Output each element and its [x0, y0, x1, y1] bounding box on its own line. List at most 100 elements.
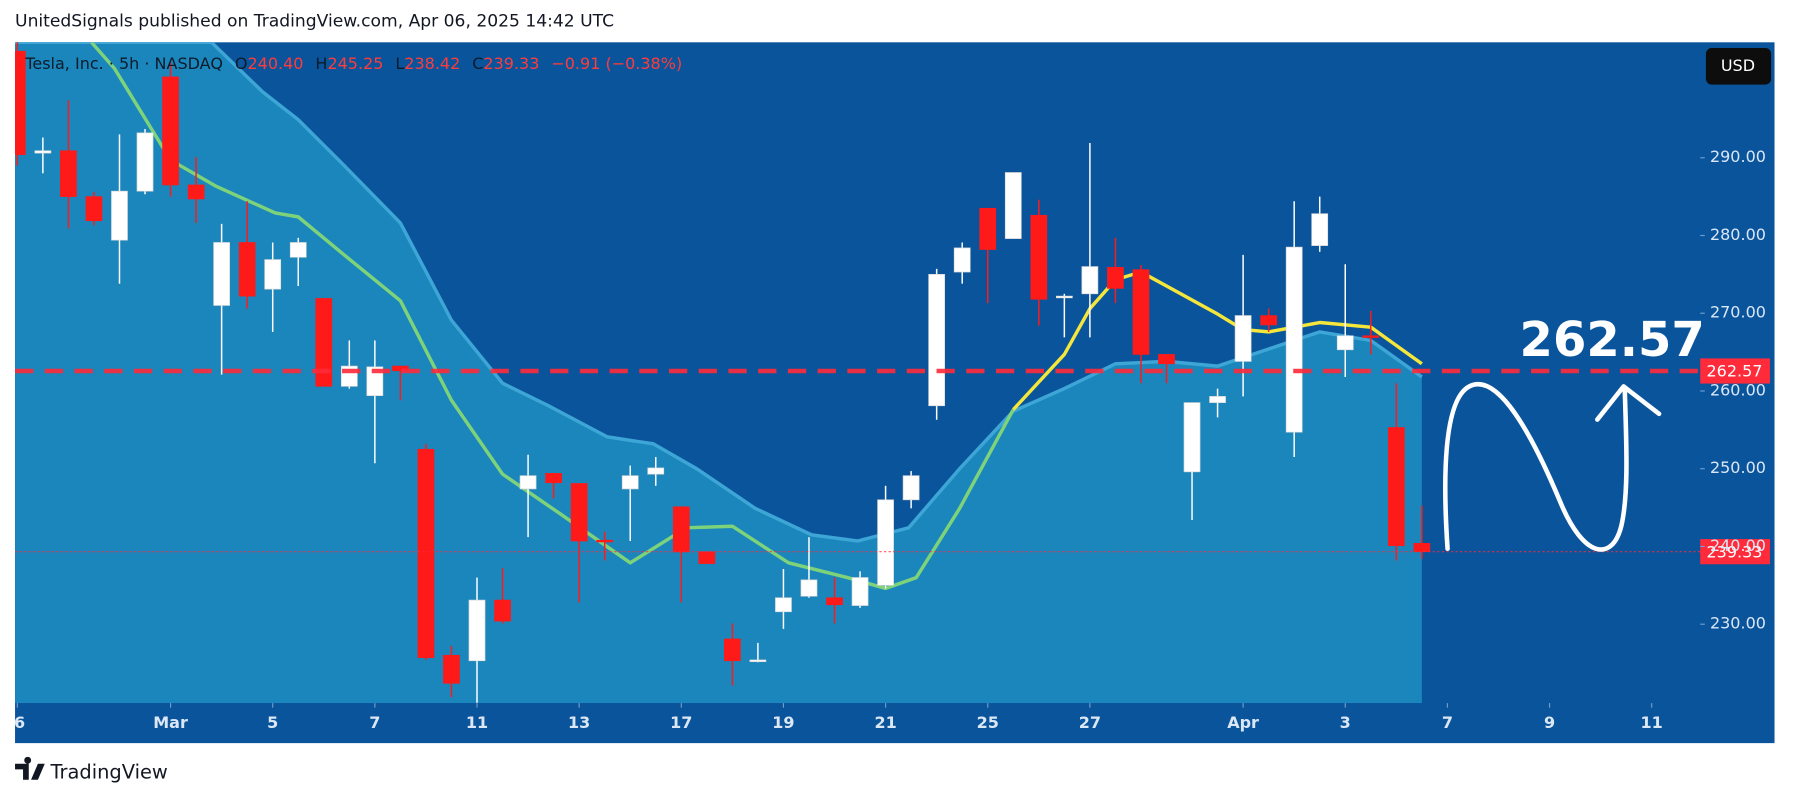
- candle-body: [1183, 402, 1201, 473]
- candle-body: [698, 551, 716, 564]
- candle-body: [570, 483, 588, 542]
- currency-box[interactable]: [1705, 48, 1772, 85]
- candle-body: [826, 597, 843, 606]
- o-label: O: [235, 54, 248, 73]
- candle-body: [1362, 335, 1380, 338]
- candle-body: [800, 579, 818, 597]
- price-label: 262.57: [1707, 362, 1763, 381]
- candle-body: [672, 506, 690, 553]
- candle-body: [443, 654, 460, 684]
- y-tick-label: 290.00: [1710, 147, 1766, 166]
- x-tick-label: Mar: [153, 713, 188, 732]
- candle-body: [238, 242, 256, 297]
- candle-body: [1081, 266, 1099, 295]
- candle-body: [979, 207, 997, 250]
- x-tick-label: 3: [1340, 713, 1351, 732]
- legend: Tesla, Inc. · 5h · NASDAQ O240.40 H245.2…: [24, 54, 682, 73]
- candle-body: [264, 259, 282, 290]
- candle-body: [15, 50, 26, 155]
- footer: TradingView: [49, 760, 167, 783]
- candle-body: [1285, 246, 1303, 433]
- candle-body: [1056, 295, 1073, 299]
- header: UnitedSignals published on TradingView.c…: [15, 12, 614, 32]
- candle-body: [775, 597, 792, 613]
- h-label: H: [315, 54, 327, 73]
- candle-body: [136, 132, 154, 192]
- candle-body: [749, 659, 767, 663]
- candle-body: [1209, 396, 1226, 403]
- price-label: 239.33: [1707, 542, 1763, 561]
- candle-body: [494, 599, 511, 622]
- o-value: 240.40: [247, 54, 303, 73]
- moving-average: [90, 42, 1015, 591]
- candle-body: [1336, 335, 1354, 351]
- candle-body: [851, 577, 869, 606]
- currency[interactable]: USD: [1721, 56, 1755, 75]
- x-tick-label: 9: [1544, 713, 1555, 732]
- moving-average: [1011, 270, 1423, 411]
- candle-body: [392, 365, 409, 372]
- x-tick-label: 25: [977, 713, 999, 732]
- candle-body: [928, 274, 946, 407]
- candle-body: [85, 196, 103, 222]
- candle-body: [596, 539, 614, 543]
- candle-body: [724, 638, 741, 662]
- candle-body: [877, 499, 894, 586]
- candle-body: [1107, 267, 1124, 289]
- c-value: 239.33: [483, 54, 539, 73]
- candle-body: [1132, 269, 1150, 355]
- y-tick-label: 260.00: [1710, 380, 1766, 399]
- candle-body: [468, 599, 486, 662]
- candle-body: [621, 475, 639, 490]
- candle-body: [1413, 543, 1431, 553]
- price-annotation: 262.57: [1520, 312, 1705, 368]
- y-tick-label: 250.00: [1710, 458, 1766, 477]
- y-tick-label: 280.00: [1710, 225, 1766, 244]
- candle-body: [1260, 315, 1277, 326]
- candle-body: [187, 184, 205, 200]
- candle-body: [366, 366, 384, 396]
- x-tick-label: 17: [670, 713, 692, 732]
- candle-body: [647, 467, 665, 475]
- hand-drawn-arrow: [1442, 382, 1662, 552]
- x-tick-label: 11: [1641, 713, 1663, 732]
- price-label-box: [1700, 539, 1770, 565]
- y-tick-label: 240.00: [1710, 536, 1766, 555]
- symbol: Tesla, Inc. · 5h · NASDAQ: [24, 54, 223, 73]
- overlay: [15, 368, 1701, 553]
- cloud-edge: [15, 42, 1423, 543]
- h-value: 245.25: [327, 54, 383, 73]
- y-tick-label: 230.00: [1710, 614, 1766, 633]
- plot: [15, 42, 1431, 704]
- candle-body: [519, 475, 537, 490]
- x-tick-label: Apr: [1227, 713, 1259, 732]
- candle-body: [953, 247, 971, 273]
- y-tick-label: 270.00: [1710, 303, 1766, 322]
- candle-body: [289, 242, 307, 258]
- candle-body: [162, 76, 179, 186]
- candle-body: [315, 298, 333, 387]
- price-label-box: [1700, 358, 1770, 384]
- candle-body: [1158, 354, 1175, 365]
- candle-body: [34, 150, 52, 154]
- x-tick-label: 6: [14, 713, 25, 732]
- x-tick-label: 11: [466, 713, 488, 732]
- candle-body: [213, 242, 230, 306]
- l-label: L: [395, 54, 404, 73]
- candle-body: [902, 475, 920, 501]
- candle-body: [417, 448, 435, 658]
- candle-body: [1234, 315, 1252, 362]
- x-tick-label: 19: [772, 713, 794, 732]
- x-tick-label: 7: [369, 713, 380, 732]
- x-tick-label: 27: [1079, 713, 1101, 732]
- candle-body: [1004, 172, 1022, 239]
- candle-body: [1030, 214, 1048, 300]
- x-tick-label: 5: [267, 713, 278, 732]
- c-label: C: [472, 54, 483, 73]
- cloud-area: [15, 42, 1422, 704]
- x-tick-label: 21: [874, 713, 896, 732]
- logo-mark: [15, 756, 45, 780]
- l-value: 238.42: [404, 54, 460, 73]
- footer-logo: TradingView: [15, 756, 168, 783]
